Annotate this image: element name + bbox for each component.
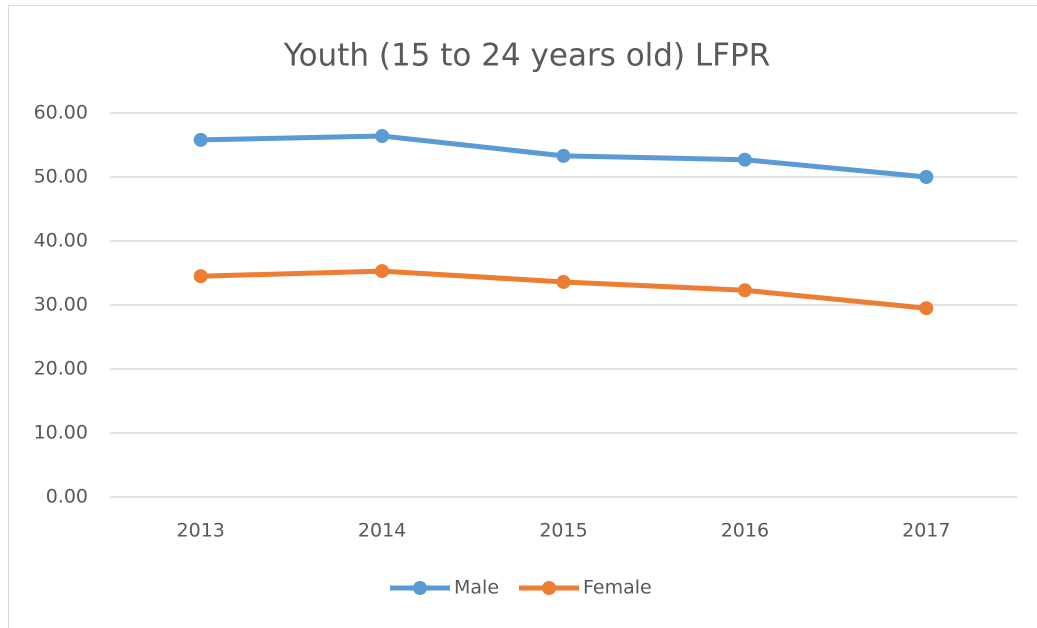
y-tick-label: 20.00: [34, 358, 88, 380]
point: [919, 301, 934, 316]
point: [737, 283, 752, 298]
x-tick-label: 2015: [539, 520, 587, 542]
y-tick-label: 60.00: [34, 102, 88, 124]
chart-title: Youth (15 to 24 years old) LFPR: [283, 38, 770, 74]
y-tick-label: 50.00: [34, 166, 88, 188]
point: [556, 148, 571, 163]
x-tick-label: 2013: [177, 520, 225, 542]
legend-label: Female: [583, 577, 652, 599]
point: [556, 274, 571, 289]
y-tick-label: 30.00: [34, 294, 88, 316]
legend-swatch: [413, 581, 427, 595]
x-tick-label: 2017: [902, 520, 950, 542]
point: [193, 132, 208, 147]
point: [193, 269, 208, 284]
legend-label: Male: [454, 577, 499, 599]
point: [737, 152, 752, 167]
x-tick-label: 2016: [721, 520, 769, 542]
legend-swatch: [542, 581, 557, 595]
point: [919, 170, 934, 184]
point: [375, 129, 390, 144]
y-tick-label: 0.00: [46, 486, 88, 508]
y-tick-label: 10.00: [34, 422, 88, 444]
y-tick-label: 40.00: [34, 230, 88, 252]
x-tick-label: 2014: [358, 520, 406, 542]
point: [375, 264, 390, 279]
